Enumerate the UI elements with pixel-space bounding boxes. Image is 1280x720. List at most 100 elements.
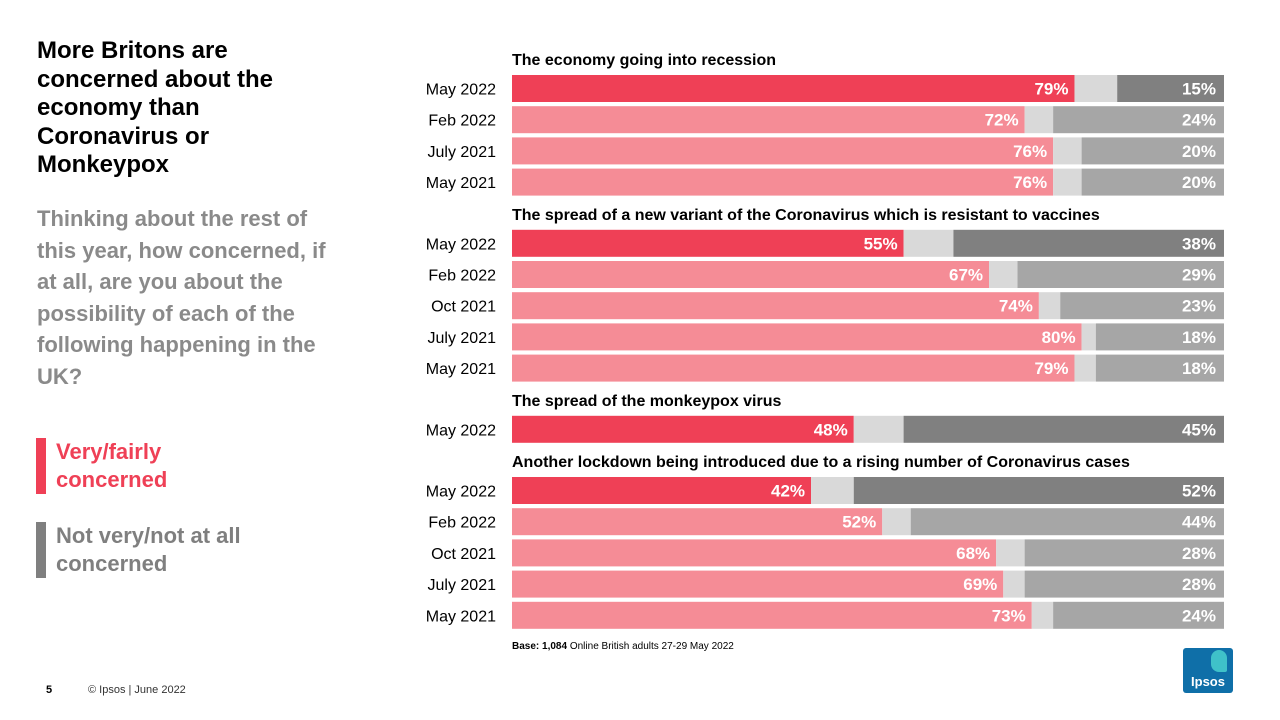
value-label-not-concerned: 15% bbox=[1182, 80, 1216, 99]
bar-dont-know bbox=[996, 539, 1025, 567]
row-label: Oct 2021 bbox=[431, 546, 496, 563]
row-label: July 2021 bbox=[428, 577, 497, 594]
value-label-not-concerned: 24% bbox=[1182, 606, 1216, 625]
value-label-not-concerned: 24% bbox=[1182, 111, 1216, 130]
ipsos-logo: Ipsos bbox=[1183, 648, 1233, 693]
value-label-not-concerned: 28% bbox=[1182, 575, 1216, 594]
question-text: Thinking about the rest of this year, ho… bbox=[37, 206, 326, 389]
legend-label-concerned: Very/fairly concerned bbox=[56, 439, 168, 492]
value-label-concerned: 67% bbox=[949, 266, 983, 285]
value-label-concerned: 68% bbox=[956, 544, 990, 563]
value-label-concerned: 55% bbox=[864, 234, 898, 253]
bar-dont-know bbox=[989, 261, 1018, 288]
legend-not-concerned: Not very/not at all concerned bbox=[36, 522, 286, 578]
logo-mark-icon bbox=[1211, 650, 1227, 672]
bar-concerned bbox=[512, 570, 1004, 598]
bar-concerned bbox=[512, 106, 1025, 134]
value-label-not-concerned: 28% bbox=[1182, 544, 1216, 563]
value-label-not-concerned: 29% bbox=[1182, 266, 1216, 285]
bar-not-concerned bbox=[1060, 292, 1224, 320]
bar-concerned bbox=[512, 539, 997, 567]
value-label-not-concerned: 45% bbox=[1182, 420, 1216, 439]
bar-not-concerned bbox=[853, 477, 1224, 504]
bar-not-concerned bbox=[1053, 601, 1224, 629]
value-label-not-concerned: 44% bbox=[1182, 513, 1216, 532]
group-title: The spread of the monkeypox virus bbox=[512, 393, 782, 410]
value-label-not-concerned: 52% bbox=[1182, 482, 1216, 501]
bar-concerned bbox=[512, 354, 1075, 382]
bar-not-concerned bbox=[1081, 168, 1224, 196]
bar-dont-know bbox=[811, 477, 854, 504]
value-label-not-concerned: 18% bbox=[1182, 359, 1216, 378]
bar-concerned bbox=[512, 229, 904, 257]
bar-not-concerned bbox=[1117, 75, 1224, 102]
bar-not-concerned bbox=[910, 508, 1224, 536]
value-label-concerned: 69% bbox=[963, 575, 997, 594]
row-label: Feb 2022 bbox=[428, 113, 496, 130]
bar-concerned bbox=[512, 137, 1054, 165]
bar-concerned bbox=[512, 75, 1075, 102]
row-label: Oct 2021 bbox=[431, 299, 496, 316]
bar-not-concerned bbox=[1081, 137, 1224, 165]
bar-not-concerned bbox=[1095, 354, 1224, 382]
bar-dont-know bbox=[1053, 168, 1082, 196]
bar-not-concerned bbox=[1024, 539, 1224, 567]
bar-dont-know bbox=[1081, 323, 1096, 351]
value-label-not-concerned: 38% bbox=[1182, 234, 1216, 253]
bar-dont-know bbox=[1053, 137, 1082, 165]
bar-dont-know bbox=[903, 229, 954, 257]
bar-dont-know bbox=[1003, 570, 1025, 598]
row-label: July 2021 bbox=[428, 144, 497, 161]
value-label-not-concerned: 20% bbox=[1182, 142, 1216, 161]
bar-concerned bbox=[512, 323, 1082, 351]
legend-concerned: Very/fairly concerned bbox=[36, 438, 206, 494]
bar-dont-know bbox=[1038, 292, 1061, 320]
row-label: May 2022 bbox=[426, 236, 496, 253]
legend-swatch-concerned bbox=[36, 438, 46, 494]
bar-dont-know bbox=[1074, 75, 1118, 102]
bar-not-concerned bbox=[1053, 106, 1224, 134]
bar-dont-know bbox=[882, 508, 911, 536]
bar-concerned bbox=[512, 477, 812, 504]
bar-not-concerned bbox=[903, 415, 1224, 443]
base-sample: 1,084 bbox=[542, 641, 568, 652]
slide-title: More Britons are concerned about the eco… bbox=[37, 37, 274, 178]
value-label-concerned: 72% bbox=[985, 111, 1019, 130]
bar-concerned bbox=[512, 601, 1032, 629]
value-label-concerned: 79% bbox=[1034, 80, 1068, 99]
value-label-not-concerned: 18% bbox=[1182, 328, 1216, 347]
bar-concerned bbox=[512, 292, 1039, 320]
value-label-concerned: 48% bbox=[814, 420, 848, 439]
bar-dont-know bbox=[1074, 354, 1096, 382]
row-label: May 2021 bbox=[426, 175, 496, 192]
page-number: 5 bbox=[46, 684, 53, 696]
bar-dont-know bbox=[1024, 106, 1054, 134]
value-label-concerned: 76% bbox=[1013, 173, 1047, 192]
value-label-concerned: 74% bbox=[999, 297, 1033, 316]
bar-concerned bbox=[512, 261, 990, 288]
row-label: Feb 2022 bbox=[428, 515, 496, 532]
value-label-concerned: 76% bbox=[1013, 142, 1047, 161]
bar-concerned bbox=[512, 508, 883, 536]
row-label: May 2022 bbox=[426, 82, 496, 99]
row-label: Feb 2022 bbox=[428, 268, 496, 285]
group-title: Another lockdown being introduced due to… bbox=[512, 454, 1130, 471]
value-label-concerned: 52% bbox=[842, 513, 876, 532]
value-label-concerned: 79% bbox=[1034, 359, 1068, 378]
value-label-concerned: 73% bbox=[992, 606, 1026, 625]
copyright: © Ipsos | June 2022 bbox=[88, 684, 186, 696]
bar-not-concerned bbox=[1017, 261, 1224, 288]
base-note: Base: 1,084 Online British adults 27-29 … bbox=[512, 641, 734, 652]
row-label: May 2021 bbox=[426, 361, 496, 378]
row-label: May 2022 bbox=[426, 422, 496, 439]
bar-dont-know bbox=[853, 415, 904, 443]
bar-not-concerned bbox=[953, 229, 1224, 257]
value-label-not-concerned: 20% bbox=[1182, 173, 1216, 192]
bar-concerned bbox=[512, 415, 854, 443]
logo-text: Ipsos bbox=[1191, 674, 1225, 689]
value-label-not-concerned: 23% bbox=[1182, 297, 1216, 316]
bar-concerned bbox=[512, 168, 1054, 196]
bar-dont-know bbox=[1031, 601, 1054, 629]
base-text: Online British adults 27-29 May 2022 bbox=[569, 641, 734, 652]
row-label: May 2022 bbox=[426, 484, 496, 501]
